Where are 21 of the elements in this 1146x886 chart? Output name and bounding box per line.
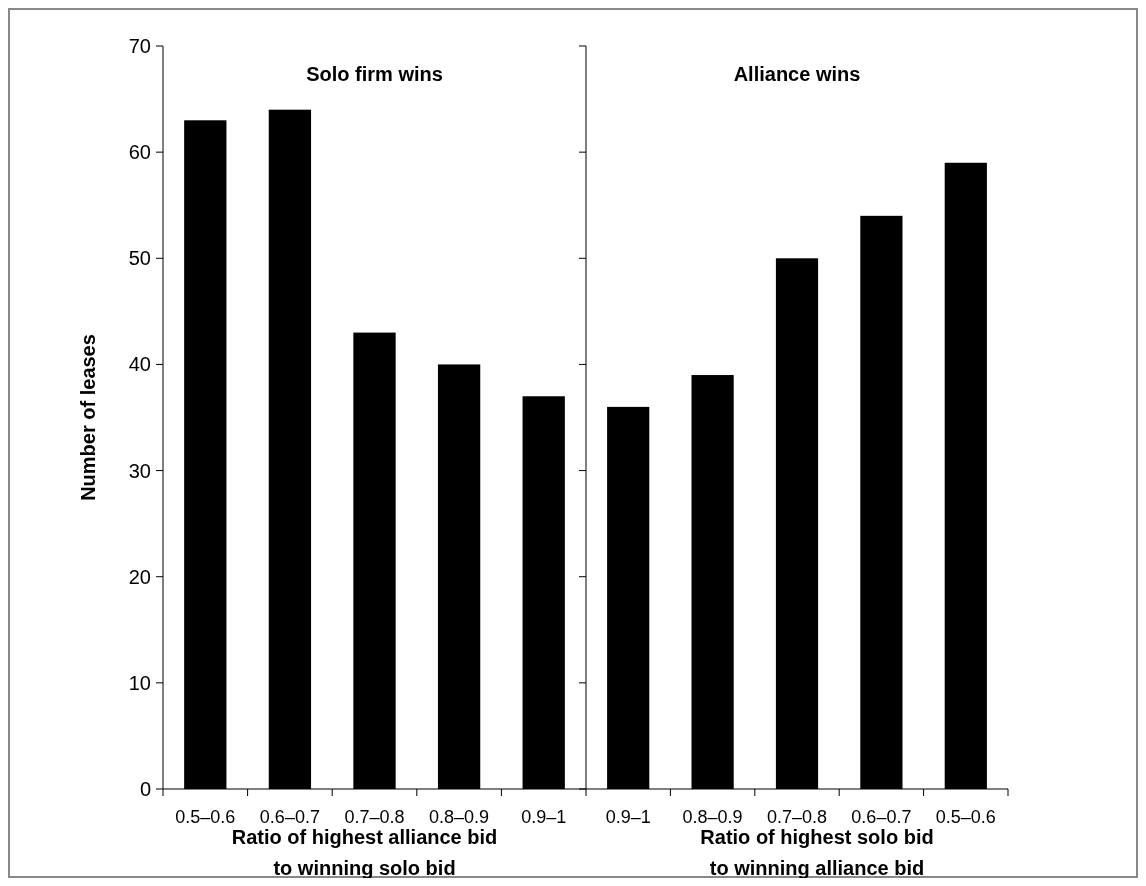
y-tick-label: 60 <box>128 141 151 164</box>
x-tick-label: 0.9–1 <box>605 807 651 827</box>
y-tick-label: 0 <box>139 778 151 800</box>
y-tick-label: 10 <box>128 671 151 694</box>
y-tick-label: 50 <box>128 247 151 270</box>
x-tick-label: 0.9–1 <box>521 807 567 827</box>
text: Solo firm wins <box>306 63 443 85</box>
x-tick-label: 0.7–0.8 <box>344 807 405 827</box>
x-tick-label: 0.6–0.7 <box>259 807 320 827</box>
x-tick-label: 0.6–0.7 <box>851 807 912 827</box>
y-tick-label: 70 <box>128 35 151 57</box>
x-tick-label: 0.8–0.9 <box>682 807 743 827</box>
y-axis-title: Number of leases <box>77 334 99 501</box>
x-tick-label: 0.8–0.9 <box>429 807 490 827</box>
y-tick-label: 30 <box>128 459 151 482</box>
text: Alliance wins <box>733 63 861 85</box>
x-tick-label: 0.5–0.6 <box>175 807 236 827</box>
x-tick-label: 0.5–0.6 <box>935 807 996 827</box>
x-tick-label: 0.7–0.8 <box>766 807 828 827</box>
y-tick-label: 40 <box>128 353 151 376</box>
y-tick-label: 20 <box>128 565 151 588</box>
